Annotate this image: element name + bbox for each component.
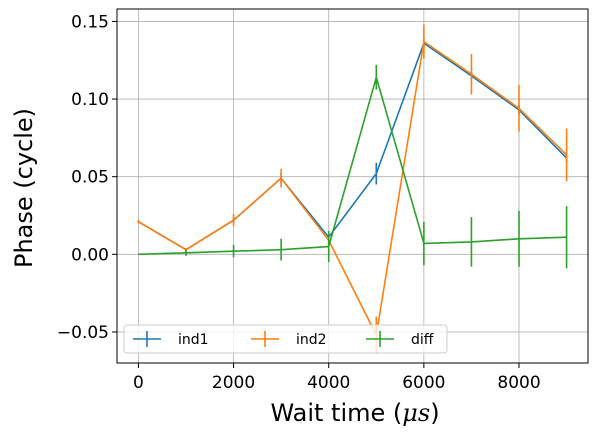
y-tick-label: 0.05 xyxy=(71,168,109,188)
y-tick-label: 0.15 xyxy=(71,12,109,32)
y-axis-label: Phase (cycle) xyxy=(10,108,38,268)
legend-entry-ind1: ind1 xyxy=(133,331,209,348)
plot-frame xyxy=(116,8,589,364)
x-tick-label: 0 xyxy=(133,373,144,393)
series-diff xyxy=(138,64,568,269)
x-tick-label: 6000 xyxy=(402,373,445,393)
series-line-diff xyxy=(138,76,567,256)
series-line-ind2 xyxy=(137,40,568,336)
legend-label: ind1 xyxy=(178,332,209,348)
x-tick-label: 4000 xyxy=(307,373,350,393)
legend-entry-diff: diff xyxy=(366,331,434,348)
y-tick-label: 0.00 xyxy=(71,245,109,265)
x-tick-label: 8000 xyxy=(497,373,540,393)
y-tick-label: −0.05 xyxy=(57,323,109,343)
axis-ticks: 0 2000 4000 6000 8000 −0.05 0.00 0.05 0.10 0.15 xyxy=(57,12,541,393)
x-tick-label: 2000 xyxy=(212,373,255,393)
x-axis-label: Wait time (μs) xyxy=(270,399,439,427)
legend: ind1 ind2 diff xyxy=(123,324,448,354)
series-layer xyxy=(137,24,568,354)
legend-label: ind2 xyxy=(296,332,327,348)
x-axis-label-suffix: ) xyxy=(430,399,439,427)
y-tick-label: 0.10 xyxy=(71,90,109,110)
x-axis-label-unit: μs xyxy=(402,399,430,427)
x-axis-label-prefix: Wait time ( xyxy=(270,399,402,427)
legend-box xyxy=(123,324,448,354)
legend-label: diff xyxy=(411,332,434,348)
legend-entry-ind2: ind2 xyxy=(251,331,327,348)
